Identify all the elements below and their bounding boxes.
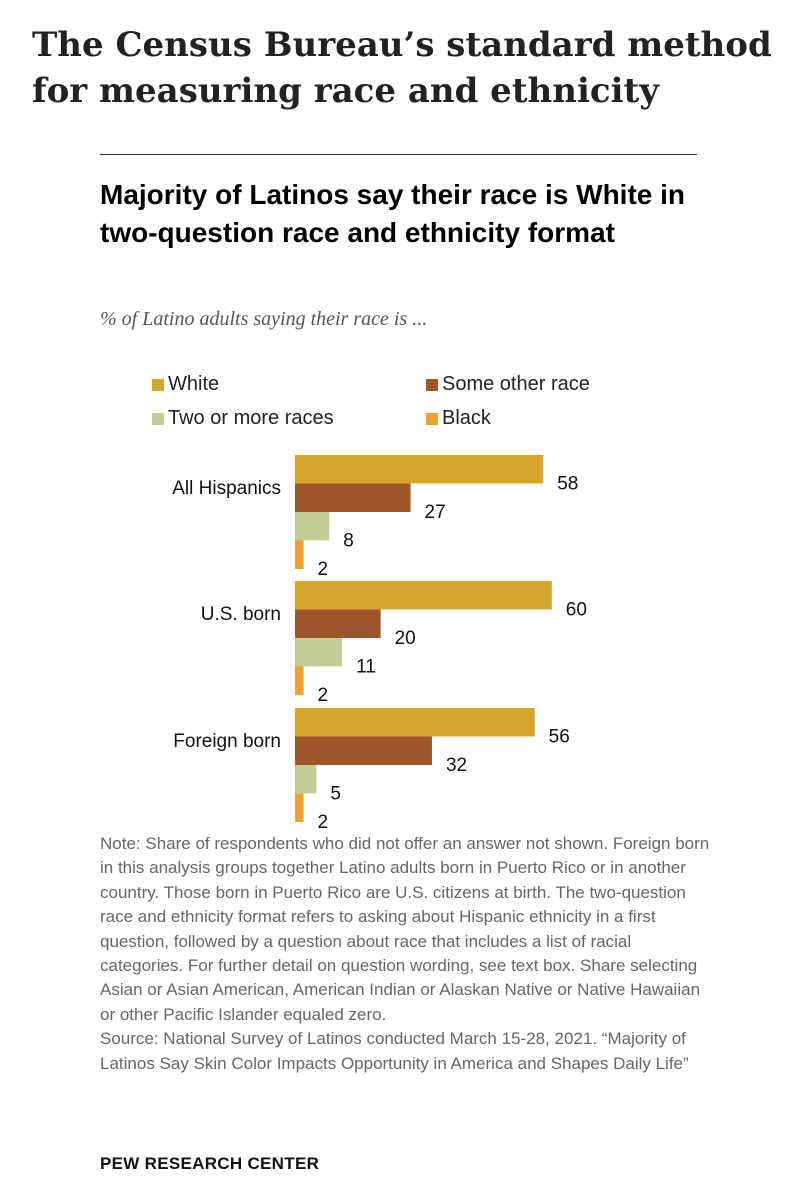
value-label-u-s-born-white: 60 [566, 599, 587, 620]
legend-swatch-black [426, 413, 438, 425]
note-text: Note: Share of respondents who did not o… [100, 834, 710, 1024]
legend-swatch-two-or-more-races [152, 413, 164, 425]
chart-title: Majority of Latinos say their race is Wh… [100, 179, 686, 248]
value-label-u-s-born-some-other-race: 20 [395, 628, 416, 649]
bar-u-s-born-black [295, 666, 304, 695]
legend-label-two-or-more-races: Two or more races [168, 407, 334, 429]
bar-u-s-born-two-or-more-races [295, 638, 343, 667]
category-label-all-hispanics: All Hispanics [172, 478, 281, 499]
legend-item-black: Black [426, 406, 491, 430]
value-label-foreign-born-black: 2 [318, 812, 329, 833]
value-label-foreign-born-white: 56 [549, 726, 570, 747]
bar-all-hispanics-white [295, 455, 544, 484]
value-label-all-hispanics-black: 2 [318, 559, 329, 580]
bar-foreign-born-some-other-race [295, 736, 432, 765]
category-label-foreign-born: Foreign born [173, 731, 281, 752]
category-label-u-s-born: U.S. born [201, 604, 281, 625]
chart-subtitle: % of Latino adults saying their race is … [100, 308, 428, 330]
bar-all-hispanics-some-other-race [295, 483, 411, 512]
value-label-foreign-born-some-other-race: 32 [446, 755, 467, 776]
source-text: Source: National Survey of Latinos condu… [100, 1029, 689, 1073]
value-label-foreign-born-two-or-more-races: 5 [330, 783, 341, 804]
value-label-all-hispanics-white: 58 [557, 473, 578, 494]
value-label-all-hispanics-two-or-more-races: 8 [343, 530, 354, 551]
bar-foreign-born-white [295, 708, 535, 737]
bar-u-s-born-white [295, 581, 552, 610]
bar-foreign-born-two-or-more-races [295, 765, 317, 794]
page-title: The Census Bureau’s standard method for … [32, 25, 772, 111]
legend-swatch-white [152, 379, 164, 391]
legend-item-two-or-more-races: Two or more races [152, 406, 334, 430]
divider [100, 154, 697, 155]
value-label-u-s-born-black: 2 [318, 685, 329, 706]
legend-label-black: Black [442, 407, 491, 429]
legend-label-white: White [168, 373, 220, 395]
chart-note: Note: Share of respondents who did not o… [100, 832, 710, 1076]
legend-label-some-other-race: Some other race [442, 373, 590, 395]
bar-all-hispanics-two-or-more-races [295, 512, 330, 541]
legend-swatch-some-other-race [426, 379, 438, 391]
bar-u-s-born-some-other-race [295, 609, 381, 638]
value-label-all-hispanics-some-other-race: 27 [425, 502, 446, 523]
source-organization: PEW RESEARCH CENTER [100, 1154, 320, 1173]
legend-item-white: White [152, 372, 219, 396]
legend-item-some-other-race: Some other race [426, 372, 590, 396]
bar-all-hispanics-black [295, 540, 304, 569]
value-label-u-s-born-two-or-more-races: 11 [356, 656, 376, 677]
bar-foreign-born-black [295, 793, 304, 822]
